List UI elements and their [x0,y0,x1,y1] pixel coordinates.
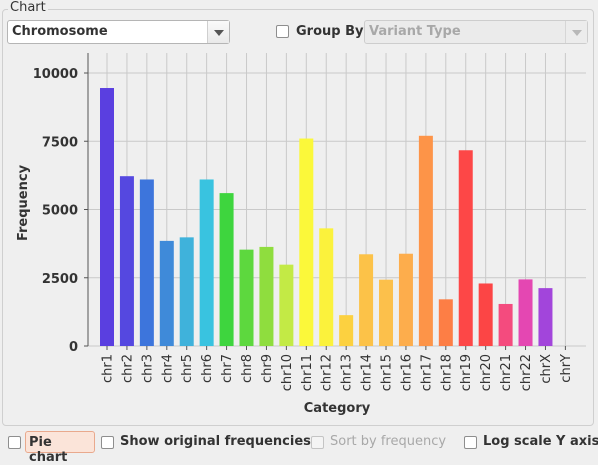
bar-chr3 [139,179,154,346]
bar-chrX [538,288,553,346]
x-tick-label: chr8 [240,354,255,383]
pie-chart-toggle[interactable]: Pie chart [25,431,95,465]
x-tick-label: chr11 [300,354,315,391]
bar-chr19 [458,150,473,346]
y-tick-label: 5000 [42,204,78,219]
x-tick-label: chr20 [479,354,494,391]
bar-chr6 [199,179,214,346]
x-tick-label: chrY [559,354,574,383]
x-tick-label: chr18 [439,354,454,391]
y-tick-label: 2500 [42,272,78,287]
sort-by-frequency-checkbox [311,436,324,449]
x-tick-label: chr2 [120,354,135,383]
bar-chr16 [398,253,413,346]
x-tick-label: chr7 [220,354,235,383]
x-tick-label: chr9 [260,354,275,383]
bar-chr8 [239,249,254,346]
x-tick-label: chr15 [380,354,395,391]
bar-chr20 [478,283,493,346]
bar-chr15 [379,279,394,346]
bar-chr10 [279,264,294,346]
x-tick-label: chr4 [160,354,175,383]
bar-chr1 [100,88,114,346]
x-tick-label: chr19 [459,354,474,391]
bar-chr11 [299,138,314,346]
chart-group-title: Chart [8,0,48,15]
x-tick-label: chr1 [101,354,116,383]
x-tick-label: chr3 [140,354,155,383]
bar-chr13 [339,315,354,346]
bar-chr14 [359,254,374,346]
chart-category-select[interactable]: Chromosome [7,20,230,44]
x-tick-label: chr5 [180,354,195,383]
show-original-frequencies-checkbox[interactable] [101,436,114,449]
x-tick-label: chr13 [340,354,355,391]
x-tick-label: chrX [539,354,554,384]
bar-chr9 [259,246,274,346]
y-tick-label: 0 [69,340,78,355]
chevron-down-icon [214,30,224,36]
y-tick-label: 10000 [33,67,78,82]
bar-chr17 [418,135,433,346]
log-scale-y-axis-checkbox[interactable] [464,436,477,449]
y-axis-label: Frequency [16,164,31,241]
bar-chr7 [219,193,234,346]
chevron-down-icon [572,30,582,36]
bar-chr12 [319,228,334,346]
bar-chr2 [119,176,134,346]
x-tick-label: chr10 [280,354,295,391]
sort-by-frequency-label: Sort by frequency [330,434,447,449]
bar-chr18 [438,299,453,346]
pie-chart-label: Pie chart [29,435,68,465]
y-tick-label: 7500 [42,135,78,150]
x-axis-label: Category [304,401,371,416]
group-by-dropdown-button [565,21,587,43]
x-tick-label: chr22 [519,354,534,391]
x-tick-label: chr17 [419,354,434,391]
bar-chr22 [518,279,533,346]
group-by-value: Variant Type [369,24,461,39]
x-tick-label: chr14 [360,354,375,391]
group-by-checkbox[interactable] [276,25,289,38]
pie-chart-checkbox[interactable] [8,436,21,449]
group-by-select: Variant Type [364,20,588,44]
bar-chr5 [179,237,194,346]
chart-group-box [2,9,594,426]
group-by-label: Group By [296,24,364,39]
x-tick-label: chr21 [499,354,514,391]
chart-category-value: Chromosome [12,24,108,39]
bar-chart: 0 2500 5000 7500 10000 chr1 chr2 chr3 chr4 chr5 ch… [16,53,586,416]
x-tick-label: chr16 [399,354,414,391]
bar-chr21 [498,303,513,346]
bar-chr4 [159,240,174,346]
show-original-frequencies-label: Show original frequencies [120,434,311,449]
x-tick-label: chr12 [320,354,335,391]
log-scale-y-axis-label: Log scale Y axis [483,434,598,449]
x-tick-label: chr6 [200,354,215,383]
chart-category-dropdown-button[interactable] [207,21,229,43]
